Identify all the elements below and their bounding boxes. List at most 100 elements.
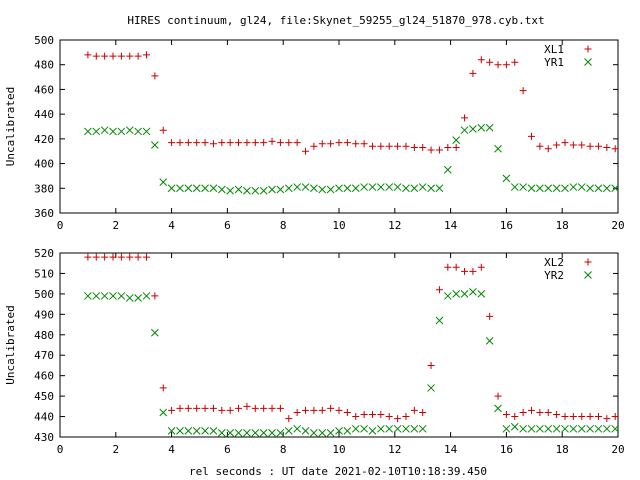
data-point: [201, 139, 209, 147]
plot-frame: [59, 39, 619, 214]
data-point: [235, 404, 243, 412]
data-point: [502, 424, 511, 433]
data-point: [494, 144, 502, 153]
data-point: [519, 183, 527, 191]
data-point: [234, 185, 243, 194]
data-point: [477, 290, 486, 298]
data-point: [594, 413, 602, 421]
data-point: [217, 185, 226, 194]
data-point: [394, 415, 402, 423]
data-point: [536, 184, 544, 193]
legend-marker: [584, 271, 592, 279]
data-point: [352, 140, 360, 148]
data-point: [142, 253, 150, 261]
data-point: [594, 184, 603, 193]
data-point: [125, 294, 134, 302]
data-point: [109, 52, 117, 60]
data-point: [318, 429, 327, 437]
data-point: [117, 292, 126, 300]
data-point: [427, 146, 435, 154]
data-point: [276, 139, 284, 147]
data-point: [477, 56, 485, 64]
data-point: [586, 424, 594, 433]
data-point: [193, 139, 201, 147]
data-point: [84, 127, 92, 136]
data-point: [159, 384, 167, 392]
x-tick-label: 0: [57, 443, 64, 456]
x-tick-label: 18: [556, 219, 569, 232]
x-tick-label: 16: [500, 443, 513, 456]
data-point: [461, 267, 469, 275]
y-tick-label: 480: [34, 329, 54, 342]
data-point: [569, 141, 577, 149]
data-point: [117, 253, 125, 261]
data-point: [226, 429, 235, 437]
data-point: [544, 408, 552, 416]
y-tick-label: 420: [34, 133, 54, 146]
data-point: [485, 123, 494, 132]
data-point: [402, 424, 410, 433]
data-point: [485, 337, 494, 345]
data-point: [427, 384, 435, 392]
data-point: [92, 52, 100, 60]
data-point: [469, 267, 477, 275]
data-point: [318, 140, 326, 148]
data-point: [435, 146, 443, 154]
data-point: [578, 413, 586, 421]
data-point: [553, 141, 561, 149]
data-point: [602, 424, 611, 433]
data-point: [285, 139, 293, 147]
data-point: [586, 413, 594, 421]
data-point: [443, 165, 452, 174]
data-point: [151, 328, 159, 337]
data-point: [586, 142, 594, 150]
data-point: [151, 292, 159, 300]
data-point: [159, 178, 168, 186]
data-point: [460, 290, 469, 298]
data-point: [192, 427, 201, 435]
data-point: [251, 186, 260, 195]
data-point: [302, 147, 310, 155]
data-point: [553, 411, 561, 419]
data-point: [251, 139, 259, 147]
data-point: [326, 429, 335, 437]
data-point: [502, 411, 510, 419]
data-point: [410, 424, 419, 433]
data-point: [92, 292, 101, 300]
x-tick-label: 4: [168, 219, 175, 232]
y-axis-label: Uncalibrated: [4, 305, 17, 384]
data-point: [544, 145, 552, 153]
data-point: [184, 404, 192, 412]
data-point: [435, 184, 444, 193]
data-point: [536, 142, 544, 150]
data-point: [360, 411, 368, 419]
data-point: [611, 184, 620, 193]
data-point: [184, 139, 192, 147]
x-tick-label: 2: [112, 219, 119, 232]
data-point: [243, 429, 251, 437]
legend-label: XL2: [544, 256, 564, 269]
data-point: [293, 183, 302, 191]
data-point: [260, 139, 268, 147]
data-point: [184, 184, 193, 193]
legend-marker: [584, 45, 592, 53]
data-point: [360, 424, 368, 433]
data-point: [284, 427, 293, 435]
data-point: [126, 253, 134, 261]
x-tick-label: 14: [444, 219, 458, 232]
data-point: [402, 184, 410, 193]
x-tick-label: 20: [611, 443, 624, 456]
data-point: [418, 424, 427, 433]
data-point: [159, 408, 168, 417]
data-point: [326, 185, 335, 194]
data-point: [402, 413, 410, 421]
data-point: [101, 253, 109, 261]
data-point: [151, 141, 159, 149]
data-point: [611, 424, 620, 433]
data-point: [435, 286, 443, 294]
data-point: [351, 184, 360, 193]
x-tick-label: 6: [224, 219, 231, 232]
data-point: [159, 126, 167, 134]
x-tick-label: 10: [332, 443, 345, 456]
data-point: [561, 139, 569, 147]
